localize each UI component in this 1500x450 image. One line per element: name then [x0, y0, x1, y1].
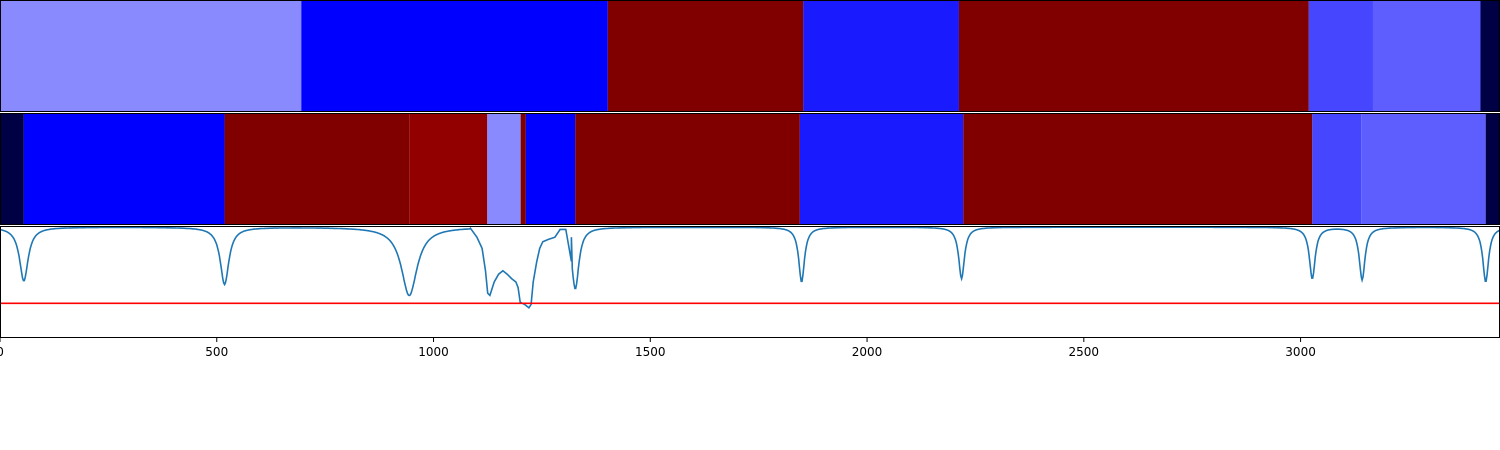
- x-tick-label: 3000: [1285, 345, 1316, 359]
- heatmap-segment: [23, 113, 225, 225]
- heatmap-segment: [607, 0, 804, 112]
- heatmap-segment: [803, 0, 959, 112]
- heatmap-track-1: [0, 0, 1500, 112]
- score-line: [0, 226, 1500, 309]
- x-tick-label: 500: [205, 345, 228, 359]
- heatmap-segment: [1361, 113, 1486, 225]
- heatmap-segment: [1480, 0, 1500, 112]
- heatmap-segment: [0, 113, 24, 225]
- heatmap-segment: [1308, 0, 1373, 112]
- x-tick-label: 1000: [418, 345, 449, 359]
- line-panel: [0, 226, 1500, 338]
- heatmap-segment: [1372, 0, 1481, 112]
- x-tick-label: 2500: [1069, 345, 1100, 359]
- heatmap-segment: [520, 113, 526, 225]
- heatmap-segment: [525, 113, 576, 225]
- heatmap-segment: [487, 113, 521, 225]
- x-tick-label: 2000: [852, 345, 883, 359]
- heatmap-segment: [963, 113, 1313, 225]
- heatmap-track-2: [0, 113, 1500, 225]
- heatmap-segment: [575, 113, 800, 225]
- heatmap-segment: [224, 113, 410, 225]
- heatmap-segment: [409, 113, 488, 225]
- x-axis: 0 500 1000 1500 2000 2500 3000: [0, 338, 1316, 359]
- heatmap-segment: [958, 0, 1309, 112]
- heatmap-segment: [1485, 113, 1500, 225]
- heatmap-segment: [0, 0, 302, 112]
- heatmap-segment: [1312, 113, 1362, 225]
- x-tick-label: 0: [0, 345, 4, 359]
- heatmap-segment: [301, 0, 608, 112]
- heatmap-segment: [799, 113, 964, 225]
- x-tick-label: 1500: [635, 345, 666, 359]
